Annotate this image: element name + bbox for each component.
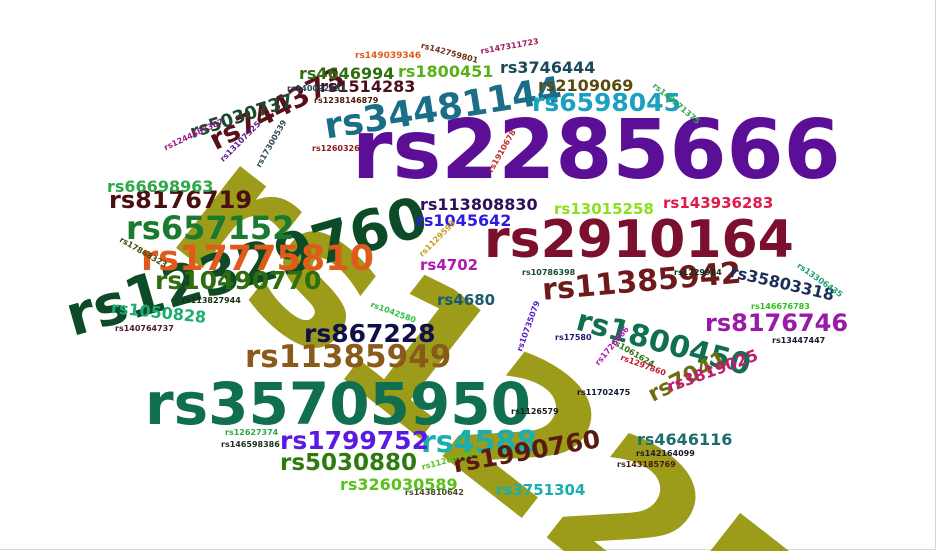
cloud-word: rs5030880 bbox=[280, 450, 418, 476]
cloud-word: rs140764737 bbox=[115, 324, 174, 333]
cloud-word: rs1514283 bbox=[320, 77, 416, 96]
cloud-word: rs113808830 bbox=[420, 195, 538, 214]
cloud-word: rs10786398 bbox=[522, 268, 576, 277]
cloud-word: rs2285666 bbox=[352, 103, 841, 198]
cloud-word: rs17775810 bbox=[141, 239, 374, 279]
cloud-word: rs4702 bbox=[420, 256, 479, 274]
cloud-word: rs1126579 bbox=[511, 407, 559, 416]
cloud-word: rs1045642 bbox=[416, 211, 512, 230]
cloud-word: rs2910164 bbox=[484, 210, 794, 270]
cloud-word: rs147311723 bbox=[479, 36, 540, 56]
cloud-word: rs657152 bbox=[126, 209, 295, 247]
cloud-word: rs1229984 bbox=[674, 268, 722, 277]
cloud-word: rs11385949 bbox=[245, 339, 452, 375]
cloud-word: rs140092351 bbox=[287, 84, 346, 93]
cloud-word: rs11702475 bbox=[577, 388, 631, 397]
cloud-word: rs143936283 bbox=[663, 194, 774, 212]
cloud-word: rs326030589 bbox=[340, 475, 458, 494]
cloud-word: rs4588 bbox=[421, 425, 538, 460]
cloud-word: rs4646994 bbox=[299, 64, 395, 83]
cloud-word: rs4680 bbox=[437, 291, 496, 309]
cloud-word: rs13447447 bbox=[772, 336, 826, 345]
cloud-word: rs6598045 bbox=[532, 88, 681, 117]
cloud-word: rs3751304 bbox=[496, 481, 586, 499]
cloud-word: rs146598386 bbox=[221, 440, 280, 449]
cloud-word: rs3746444 bbox=[500, 58, 596, 77]
cloud-word: rs13015258 bbox=[554, 200, 654, 218]
cloud-word: rs867228 bbox=[304, 319, 436, 348]
cloud-word: rs143810642 bbox=[405, 488, 464, 497]
cloud-word: rs143185769 bbox=[617, 460, 676, 469]
cloud-word: rs1800451 bbox=[398, 62, 494, 81]
cloud-word: rs35705950 bbox=[145, 370, 531, 438]
cloud-word: rs10490770 bbox=[155, 266, 322, 295]
cloud-word: rs4646116 bbox=[637, 430, 733, 449]
cloud-word: rs113827944 bbox=[182, 296, 241, 305]
cloud-word: rs146676783 bbox=[751, 302, 810, 311]
cloud-word: rs2109069 bbox=[538, 76, 634, 95]
cloud-word: rs149039346 bbox=[355, 51, 422, 61]
cloud-word: rs142164099 bbox=[636, 449, 695, 458]
cloud-word: rs17580 bbox=[555, 333, 592, 342]
cloud-word: rs12627374 bbox=[225, 428, 279, 437]
cloud-word: rs1799752 bbox=[280, 426, 429, 455]
cloud-word: rs66698963 bbox=[107, 177, 214, 196]
cloud-word: rs1260326 bbox=[312, 144, 360, 153]
cloud-word: rs8176719 bbox=[109, 186, 253, 214]
cloud-word: rs8176746 bbox=[705, 309, 849, 337]
cloud-word: rs1238146879 bbox=[314, 96, 379, 105]
